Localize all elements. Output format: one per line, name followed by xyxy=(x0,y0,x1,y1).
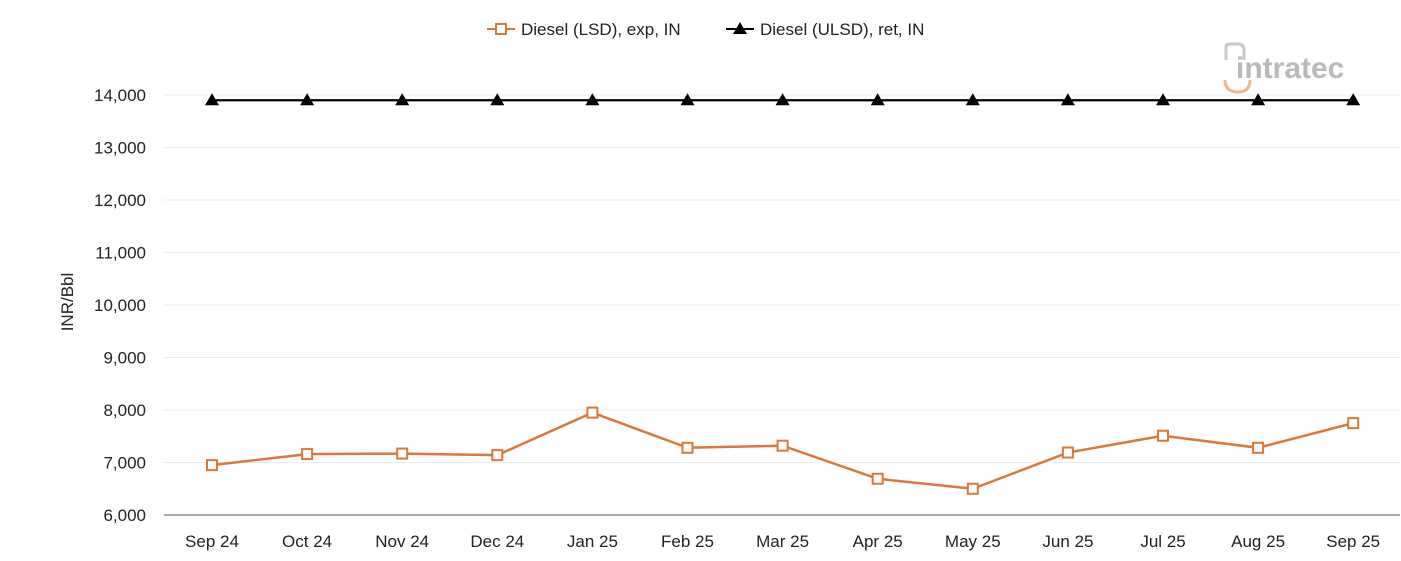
data-point xyxy=(1251,93,1266,106)
x-axis: Sep 24 Oct 24 Nov 24 Dec 24 Jan 25 Feb 25 Mar … xyxy=(185,532,1380,551)
logo-text: intratec xyxy=(1236,52,1344,85)
data-point xyxy=(681,441,694,454)
legend-item: Diesel (ULSD), ret, IN xyxy=(726,20,924,39)
y-tick-label: 8,000 xyxy=(103,401,146,420)
y-tick-label: 12,000 xyxy=(94,191,146,210)
data-point xyxy=(1061,446,1074,459)
x-tick-label: Mar 25 xyxy=(756,532,809,551)
data-point xyxy=(395,93,410,106)
grid-lines xyxy=(164,94,1400,463)
y-tick-label: 13,000 xyxy=(94,139,146,158)
data-point xyxy=(1252,441,1265,454)
x-tick-label: Jun 25 xyxy=(1042,532,1093,551)
data-point xyxy=(1346,93,1361,106)
data-point xyxy=(301,448,314,461)
data-point xyxy=(871,472,884,485)
data-point xyxy=(586,406,599,419)
series-layer xyxy=(205,93,1361,495)
x-tick-label: Dec 24 xyxy=(470,532,524,551)
x-tick-label: Nov 24 xyxy=(375,532,429,551)
legend-item: Diesel (LSD), exp, IN xyxy=(487,20,681,39)
data-point xyxy=(966,482,979,495)
data-point xyxy=(495,23,507,35)
x-tick-label: Jul 25 xyxy=(1140,532,1185,551)
legend: Diesel (LSD), exp, IN Diesel (ULSD), ret,… xyxy=(487,20,924,39)
x-tick-label: Sep 25 xyxy=(1326,532,1380,551)
y-tick-label: 10,000 xyxy=(94,296,146,315)
data-point xyxy=(1156,93,1170,106)
data-point xyxy=(1060,93,1075,106)
series-ulsd xyxy=(205,93,1361,106)
legend-label: Diesel (ULSD), ret, IN xyxy=(760,20,924,39)
data-point xyxy=(965,93,980,106)
data-point xyxy=(776,439,789,452)
data-point xyxy=(206,459,218,472)
intratec-logo: intratec xyxy=(1223,42,1344,94)
data-point xyxy=(733,22,747,34)
y-tick-label: 6,000 xyxy=(103,506,146,525)
data-point xyxy=(490,93,505,106)
legend-label: Diesel (LSD), exp, IN xyxy=(521,20,681,39)
data-point xyxy=(1347,417,1360,430)
data-point xyxy=(1157,429,1169,442)
y-tick-label: 7,000 xyxy=(103,454,146,473)
y-tick-label: 11,000 xyxy=(95,244,146,263)
series-lsd xyxy=(206,406,1360,495)
x-tick-label: Feb 25 xyxy=(661,532,714,551)
data-point xyxy=(300,93,315,106)
y-tick-label: 9,000 xyxy=(103,349,146,368)
data-point xyxy=(680,93,695,106)
x-tick-label: Apr 25 xyxy=(853,532,903,551)
x-tick-label: Sep 24 xyxy=(185,532,239,551)
data-point xyxy=(775,93,790,106)
x-tick-label: Jan 25 xyxy=(567,532,618,551)
data-point xyxy=(491,449,504,462)
x-tick-label: May 25 xyxy=(945,532,1001,551)
data-point xyxy=(585,93,600,106)
data-point xyxy=(870,93,885,106)
y-axis-title: INR/Bbl xyxy=(58,273,77,332)
y-tick-label: 14,000 xyxy=(94,86,146,105)
data-point xyxy=(205,93,219,106)
x-tick-label: Aug 25 xyxy=(1231,532,1285,551)
y-axis: 6,000 7,000 8,000 9,000 10,000 11,000 12,000 13… xyxy=(94,86,146,525)
x-tick-label: Oct 24 xyxy=(282,532,332,551)
data-point xyxy=(396,447,409,460)
